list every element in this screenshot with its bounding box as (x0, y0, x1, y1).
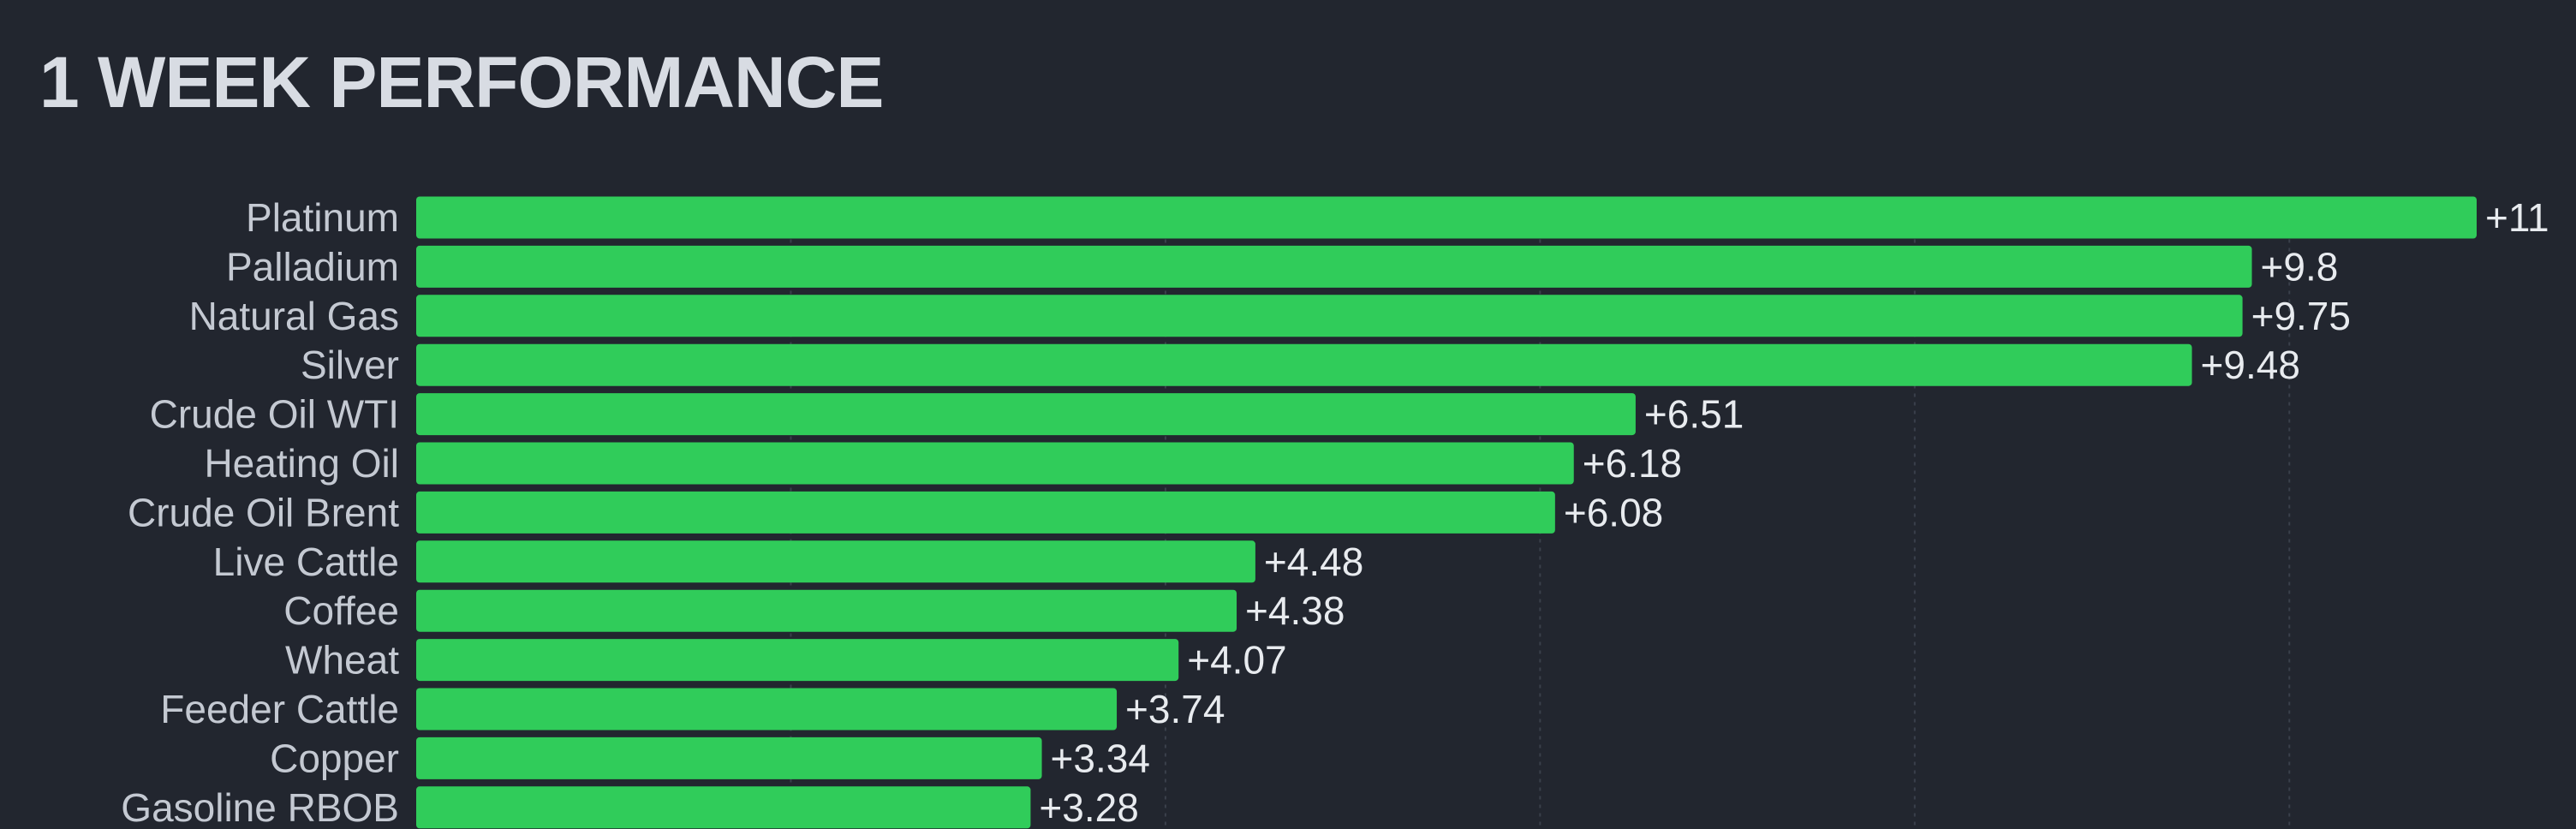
value-label-3: +9.48 (2201, 343, 2300, 387)
category-label-7: Live Cattle (213, 540, 399, 584)
bar-2[interactable] (416, 295, 2243, 337)
category-label-2: Natural Gas (189, 294, 399, 338)
category-label-12: Gasoline RBOB (121, 785, 399, 829)
category-label-5: Heating Oil (204, 441, 399, 486)
bar-12[interactable] (416, 786, 1031, 829)
value-label-12: +3.28 (1039, 785, 1138, 829)
value-label-7: +4.48 (1264, 540, 1363, 584)
value-label-0: +11 (2485, 195, 2549, 240)
value-label-8: +4.38 (1245, 588, 1345, 633)
bar-8[interactable] (416, 589, 1237, 632)
category-label-10: Feeder Cattle (160, 687, 399, 731)
value-label-2: +9.75 (2251, 294, 2351, 338)
bar-3[interactable] (416, 343, 2192, 386)
label-layer: Platinum +11 Palladium +9.8 Natural Gas +9.75… (121, 195, 2549, 829)
bar-5[interactable] (416, 442, 1574, 485)
bar-7[interactable] (416, 540, 1255, 583)
value-label-1: +9.8 (2261, 244, 2339, 289)
bar-10[interactable] (416, 688, 1118, 731)
value-label-5: +6.18 (1583, 441, 1682, 486)
bar-6[interactable] (416, 491, 1555, 534)
category-label-0: Platinum (246, 195, 399, 240)
bar-0[interactable] (416, 196, 2477, 239)
chart-title: 1 WEEK PERFORMANCE (39, 42, 884, 122)
value-label-9: +4.07 (1187, 638, 1286, 683)
category-label-4: Crude Oil WTI (150, 392, 399, 437)
category-label-6: Crude Oil Brent (128, 490, 399, 534)
bar-11[interactable] (416, 737, 1042, 779)
value-label-10: +3.74 (1125, 687, 1225, 731)
bar-layer (416, 196, 2477, 829)
category-label-1: Palladium (226, 244, 399, 289)
category-label-3: Silver (301, 343, 399, 387)
category-label-8: Coffee (283, 588, 399, 633)
category-label-11: Copper (270, 736, 399, 780)
value-label-11: +3.34 (1051, 736, 1150, 780)
value-label-4: +6.51 (1644, 392, 1744, 437)
bar-9[interactable] (416, 639, 1179, 682)
bar-1[interactable] (416, 245, 2252, 288)
value-label-6: +6.08 (1564, 490, 1663, 534)
category-label-9: Wheat (285, 638, 399, 683)
bar-4[interactable] (416, 393, 1636, 436)
